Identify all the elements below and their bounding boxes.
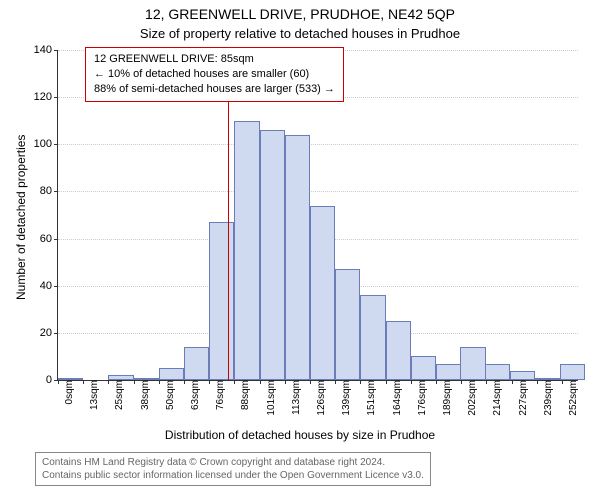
xtick-label: 13sqm xyxy=(83,380,100,410)
xtick-label: 214sqm xyxy=(486,380,503,416)
xtick-label: 126sqm xyxy=(310,380,327,416)
ytick-label: 80 xyxy=(40,185,58,197)
ytick-label: 0 xyxy=(46,374,58,386)
annotation-line3: 88% of semi-detached houses are larger (… xyxy=(94,82,335,97)
histogram-bar xyxy=(209,222,234,380)
histogram-bar xyxy=(436,364,461,381)
xtick-label: 176sqm xyxy=(411,380,428,416)
histogram-bar xyxy=(386,321,411,380)
histogram-bar xyxy=(285,135,310,380)
gridline xyxy=(58,144,578,145)
xtick-label: 189sqm xyxy=(436,380,453,416)
ytick-label: 140 xyxy=(34,44,58,56)
xtick-label: 0sqm xyxy=(58,380,75,404)
histogram-bar xyxy=(510,371,535,380)
xtick-label: 76sqm xyxy=(209,380,226,410)
xtick-label: 38sqm xyxy=(134,380,151,410)
footer-line1: Contains HM Land Registry data © Crown c… xyxy=(42,456,424,469)
xtick-label: 88sqm xyxy=(234,380,251,410)
xtick-label: 227sqm xyxy=(512,380,529,416)
xtick-label: 139sqm xyxy=(335,380,352,416)
footer-attribution: Contains HM Land Registry data © Crown c… xyxy=(35,452,431,486)
histogram-bar xyxy=(560,364,585,381)
chart-subtitle: Size of property relative to detached ho… xyxy=(0,26,600,41)
xtick-label: 113sqm xyxy=(285,380,302,415)
ytick-label: 40 xyxy=(40,280,58,292)
xtick-label: 202sqm xyxy=(461,380,478,416)
ytick-label: 100 xyxy=(34,138,58,150)
ytick-label: 20 xyxy=(40,327,58,339)
histogram-bar xyxy=(159,368,184,380)
xtick-label: 252sqm xyxy=(562,380,579,416)
histogram-bar xyxy=(234,121,259,380)
annotation-box: 12 GREENWELL DRIVE: 85sqm ← 10% of detac… xyxy=(85,47,344,102)
annotation-line1: 12 GREENWELL DRIVE: 85sqm xyxy=(94,52,335,67)
histogram-bar xyxy=(360,295,385,380)
xtick-label: 101sqm xyxy=(260,380,277,416)
chart-title: 12, GREENWELL DRIVE, PRUDHOE, NE42 5QP xyxy=(0,6,600,22)
annotation-line2: ← 10% of detached houses are smaller (60… xyxy=(94,67,335,82)
ytick-label: 60 xyxy=(40,233,58,245)
xtick-label: 164sqm xyxy=(386,380,403,416)
footer-line2: Contains public sector information licen… xyxy=(42,469,424,482)
histogram-bar xyxy=(460,347,485,380)
histogram-bar xyxy=(411,356,436,380)
xtick-label: 50sqm xyxy=(159,380,176,410)
histogram-bar xyxy=(260,130,285,380)
histogram-bar xyxy=(184,347,209,380)
x-axis-label: Distribution of detached houses by size … xyxy=(0,428,600,442)
gridline xyxy=(58,191,578,192)
xtick-label: 25sqm xyxy=(108,380,125,410)
xtick-label: 239sqm xyxy=(537,380,554,416)
xtick-label: 151sqm xyxy=(360,380,377,416)
chart-container: 12, GREENWELL DRIVE, PRUDHOE, NE42 5QP S… xyxy=(0,0,600,500)
y-axis-label: Number of detached properties xyxy=(14,135,28,300)
histogram-bar xyxy=(335,269,360,380)
ytick-label: 120 xyxy=(34,91,58,103)
xtick-label: 63sqm xyxy=(184,380,201,410)
histogram-bar xyxy=(485,364,510,381)
histogram-bar xyxy=(310,206,335,380)
